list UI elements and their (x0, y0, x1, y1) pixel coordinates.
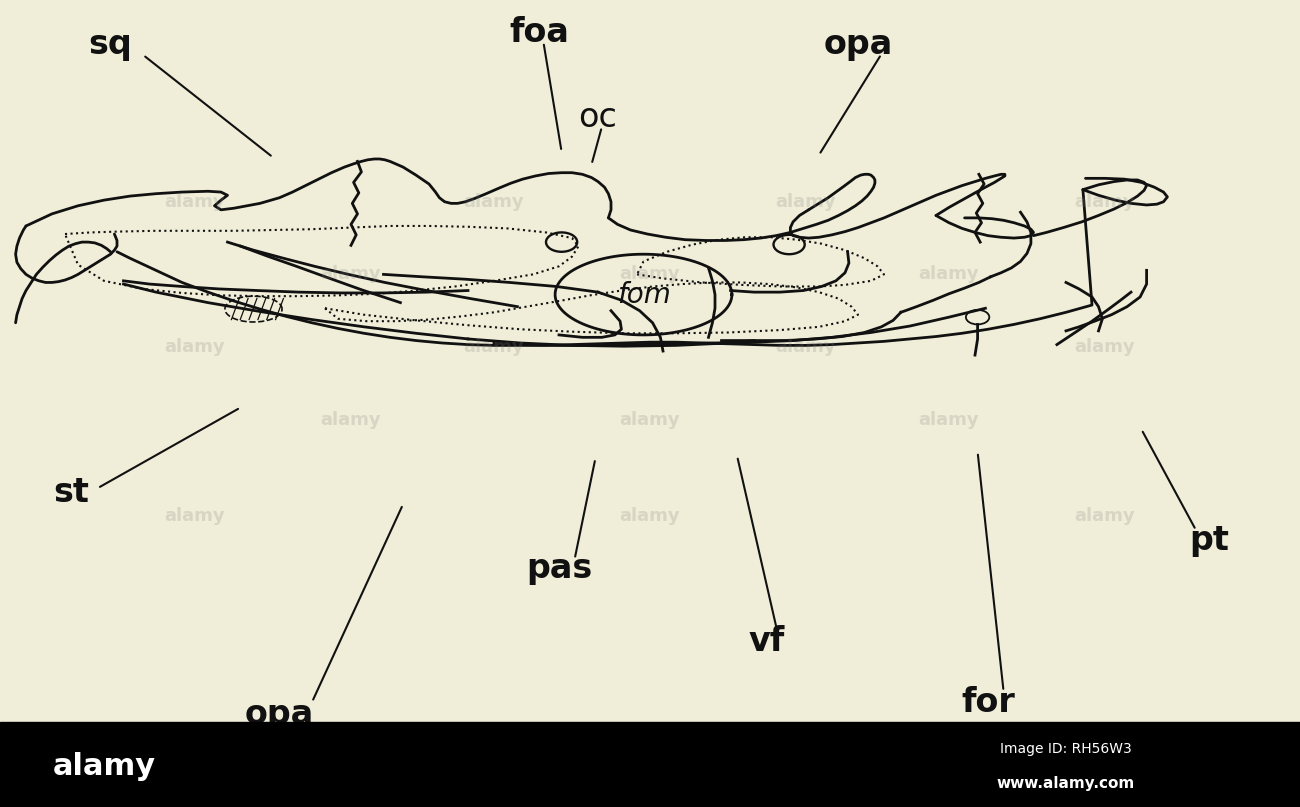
Text: fom: fom (616, 281, 671, 308)
Text: Image ID: RH56W3: Image ID: RH56W3 (1000, 742, 1132, 756)
Text: opa: opa (823, 28, 893, 61)
Text: alamy: alamy (52, 752, 156, 781)
Text: alamy: alamy (464, 338, 524, 356)
Text: sq: sq (88, 28, 133, 61)
Text: alamy: alamy (321, 411, 381, 429)
Text: alamy: alamy (620, 266, 680, 283)
Text: pas: pas (526, 553, 592, 585)
Text: alamy: alamy (165, 193, 225, 211)
Text: alamy: alamy (919, 266, 979, 283)
Text: alamy: alamy (776, 193, 836, 211)
Text: alamy: alamy (919, 411, 979, 429)
Text: alamy: alamy (321, 266, 381, 283)
Text: alamy: alamy (620, 508, 680, 525)
Text: alamy: alamy (1075, 338, 1135, 356)
Text: alamy: alamy (620, 411, 680, 429)
Text: vf: vf (749, 625, 785, 658)
Text: alamy: alamy (1075, 193, 1135, 211)
Text: for: for (961, 686, 1015, 718)
Text: st: st (53, 476, 90, 508)
Text: foa: foa (510, 16, 569, 48)
Text: opa: opa (244, 698, 315, 730)
Bar (0, 722, 1300, 807)
Text: alamy: alamy (464, 193, 524, 211)
Text: alamy: alamy (776, 338, 836, 356)
Text: alamy: alamy (165, 508, 225, 525)
Text: pt: pt (1190, 525, 1228, 557)
Text: alamy: alamy (165, 338, 225, 356)
Text: oc: oc (578, 101, 618, 133)
Text: www.alamy.com: www.alamy.com (997, 776, 1135, 791)
Text: alamy: alamy (1075, 508, 1135, 525)
